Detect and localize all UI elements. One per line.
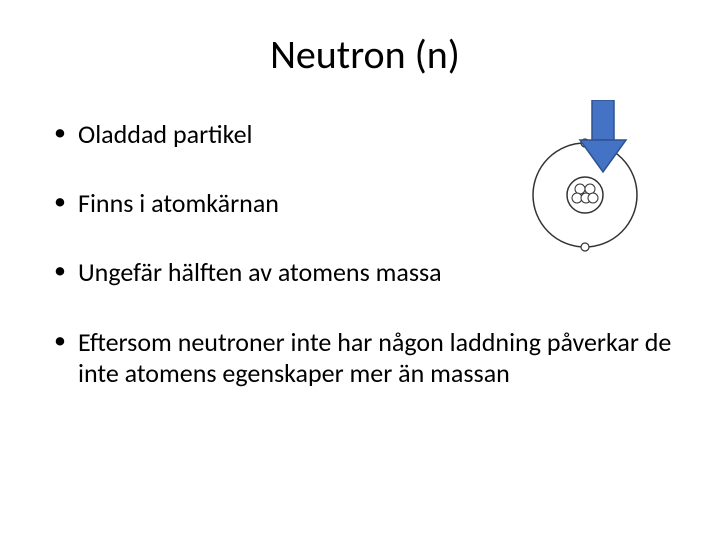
- atom-diagram: [510, 100, 660, 250]
- nucleon: [588, 193, 598, 203]
- atom-svg: [510, 100, 660, 260]
- nucleon: [585, 184, 595, 194]
- slide: Neutron (n) Oladdad partikel Finns i ato…: [0, 0, 720, 540]
- electron: [581, 243, 589, 251]
- list-item: Ungefär hälften av atomens massa: [50, 257, 680, 288]
- arrow-icon: [580, 100, 626, 172]
- slide-title: Neutron (n): [50, 30, 680, 79]
- list-item: Eftersom neutroner inte har någon laddni…: [50, 327, 680, 389]
- nucleon: [575, 184, 585, 194]
